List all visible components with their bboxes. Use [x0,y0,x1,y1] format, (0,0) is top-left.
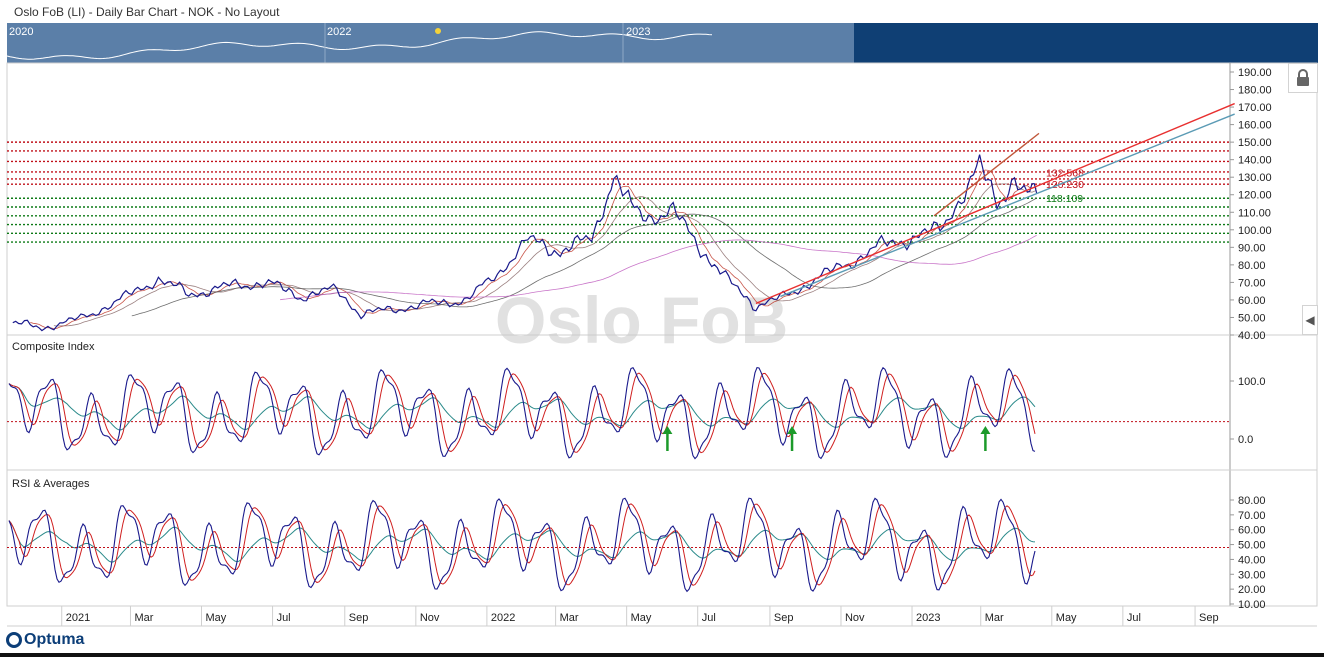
x-tick-label: Mar [134,612,153,624]
watermark: Oslo FoB [495,283,788,357]
x-tick-label: Jul [1127,612,1141,624]
rsi-y-label: 30.00 [1238,569,1266,581]
x-tick-label: Jul [277,612,291,624]
x-tick-label: Nov [420,612,440,624]
rsi-title: RSI & Averages [12,478,90,490]
composite-title: Composite Index [12,341,95,353]
price-y-label: 50.00 [1238,312,1266,324]
rsi-y-label: 50.00 [1238,540,1266,552]
x-tick-label: 2023 [916,612,940,624]
navigator-sparkline [6,23,713,63]
price-y-label: 110.00 [1238,207,1271,219]
ma-long-line [131,197,1037,317]
collapse-panel-button[interactable]: ◀ [1302,305,1318,335]
rsi-y-label: 20.00 [1238,584,1266,596]
navigator-year-label: 2023 [626,26,651,38]
navigator-line [6,31,713,60]
brand-mark-icon [6,632,22,648]
level-label: 126.230 [1046,179,1084,191]
trendline [933,132,1040,217]
rsi-y-label: 10.00 [1238,599,1266,611]
brand-name: Optuma [24,631,85,648]
x-tick-label: 2021 [66,612,90,624]
x-tick-label: Sep [1199,612,1219,624]
time-navigator[interactable]: 2020 2022 2023 [6,23,1318,63]
trendline [780,113,1235,298]
price-y-label: 190.00 [1238,67,1272,79]
price-line [12,154,1038,332]
rsi-y-label: 40.00 [1238,554,1266,566]
brand-logo: Optuma [6,631,84,649]
price-y-label: 70.00 [1238,277,1266,289]
rsi-line [8,497,1036,593]
rsi-avg-fast [8,503,1036,586]
price-y-label: 130.00 [1238,172,1272,184]
price-y-label: 180.00 [1238,85,1272,97]
price-y-label: 140.00 [1238,155,1272,167]
x-tick-label: Sep [774,612,794,624]
ma-slow-line [280,235,1037,301]
price-y-label: 100.00 [1238,225,1272,237]
x-tick-label: Jul [702,612,716,624]
price-y-label: 90.00 [1238,242,1266,254]
chevron-left-icon: ◀ [1305,313,1315,327]
x-tick-label: Mar [560,612,579,624]
composite-y-label: 0.0 [1238,434,1253,446]
x-tick-label: Sep [349,612,369,624]
rsi-y-label: 70.00 [1238,510,1266,522]
x-tick-label: 2022 [491,612,515,624]
price-y-label: 40.00 [1238,330,1266,342]
price-y-label: 80.00 [1238,260,1266,272]
chart-title: Oslo FoB (LI) - Daily Bar Chart - NOK - … [14,5,280,19]
price-y-label: 170.00 [1238,102,1272,114]
lock-icon [1297,69,1309,86]
trendline [755,102,1235,305]
price-y-label: 60.00 [1238,295,1266,307]
composite-avg-slow [8,383,1036,431]
rsi-y-label: 60.00 [1238,525,1266,537]
composite-y-label: 100.0 [1238,376,1266,388]
x-tick-label: Mar [985,612,1004,624]
price-y-label: 150.00 [1238,137,1272,149]
buy-signal-arrow [980,426,991,434]
bottom-border [0,653,1324,657]
rsi-y-label: 80.00 [1238,495,1266,507]
lock-button[interactable] [1288,63,1318,93]
buy-signal-arrow [662,426,673,434]
buy-signal-arrow [787,426,798,434]
navigator-year-label: 2020 [9,26,34,38]
x-tick-label: Nov [845,612,865,624]
navigator-year-label: 2022 [327,26,352,38]
navigator-window[interactable]: 2020 2022 2023 [6,23,854,63]
level-label: 118.109 [1046,193,1083,205]
x-tick-label: May [206,612,227,624]
composite-line [8,366,1036,460]
x-tick-label: May [1056,612,1077,624]
price-y-label: 160.00 [1238,120,1272,132]
price-y-label: 120.00 [1238,190,1272,202]
x-tick-label: May [631,612,652,624]
navigator-marker [435,28,441,34]
